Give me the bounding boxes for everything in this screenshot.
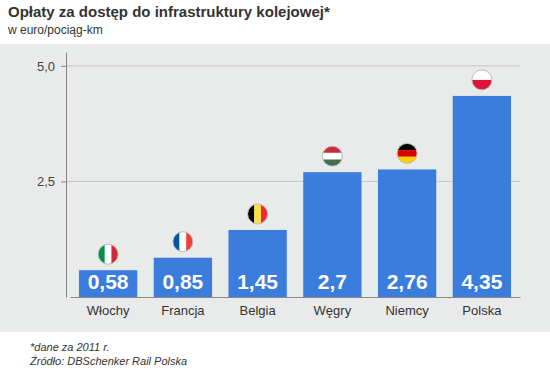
flag-stripe [472, 80, 492, 90]
bar [303, 172, 361, 297]
y-tick: 2,5 [37, 174, 66, 189]
x-axis-line [71, 297, 521, 298]
flag-stripe [397, 150, 417, 157]
bars [79, 96, 511, 297]
y-axis: 2,5 5,0 [37, 53, 67, 298]
grid-line [66, 65, 520, 66]
title: Opłaty za dostęp do infrastruktury kolej… [8, 3, 330, 20]
annotation: Źródło: DBSchenker Rail Polska [29, 355, 187, 367]
chart: Opłaty za dostęp do infrastruktury kolej… [0, 0, 550, 384]
flag-stripe [322, 153, 342, 160]
y-tick-label: 5,0 [37, 59, 55, 74]
subtitle: w euro/pociąg-km [7, 23, 103, 37]
data-label: 2,76 [387, 270, 428, 293]
x-tick: Włochy [87, 297, 130, 318]
x-tick: Francja [161, 297, 205, 318]
flag-border [322, 146, 342, 166]
bar [154, 258, 212, 297]
y-tick-label: 2,5 [37, 174, 55, 189]
x-tick-label: Węgry [314, 303, 352, 318]
bar [378, 169, 436, 297]
flag [173, 232, 193, 252]
x-tick-label: Niemcy [385, 303, 429, 318]
flag [397, 143, 417, 163]
flag-stripe [254, 204, 261, 224]
flag [98, 244, 118, 264]
grid [66, 66, 520, 182]
grid-line [66, 181, 520, 182]
flag-stripe [472, 70, 492, 80]
x-tick-label: Włochy [87, 303, 130, 318]
flag-border [472, 70, 492, 90]
data-label: 2,7 [318, 270, 347, 293]
header-background [0, 0, 550, 44]
x-tick-label: Belgia [240, 303, 277, 318]
flag-border [397, 143, 417, 163]
flag-stripe [105, 244, 112, 264]
y-axis-line [66, 53, 67, 298]
bar [453, 96, 511, 297]
x-tick-label: Francja [161, 303, 205, 318]
bar [228, 230, 286, 297]
data-label: 0,85 [162, 270, 203, 293]
flag [322, 146, 342, 166]
background [0, 0, 550, 384]
x-tick: Polska [462, 297, 502, 318]
data-label: 4,35 [461, 270, 502, 293]
flag-border [98, 244, 118, 264]
y-tick-mark [61, 66, 66, 67]
data-labels: 0,58 0,85 1,45 2,7 2,76 4,35 [88, 270, 503, 293]
annotation: *dane za 2011 r. [30, 341, 110, 353]
x-tick: Niemcy [385, 297, 429, 318]
x-tick: Węgry [314, 297, 352, 318]
data-label: 0,58 [88, 270, 129, 293]
footer-background [0, 332, 550, 384]
flag [472, 70, 492, 90]
data-label: 1,45 [237, 270, 278, 293]
y-tick-mark [61, 181, 66, 182]
x-tick: Belgia [240, 297, 277, 318]
x-tick-label: Polska [462, 303, 502, 318]
y-tick: 5,0 [37, 59, 66, 74]
flag-border [173, 232, 193, 252]
bar [79, 270, 137, 297]
flag-border [248, 204, 268, 224]
flags [98, 70, 492, 264]
x-axis: Włochy Francja Belgia Węgry Niemcy Polska [71, 297, 521, 318]
flag-stripe [180, 232, 187, 252]
annotations: *dane za 2011 r. Źródło: DBSchenker Rail … [29, 341, 187, 367]
flag [248, 204, 268, 224]
